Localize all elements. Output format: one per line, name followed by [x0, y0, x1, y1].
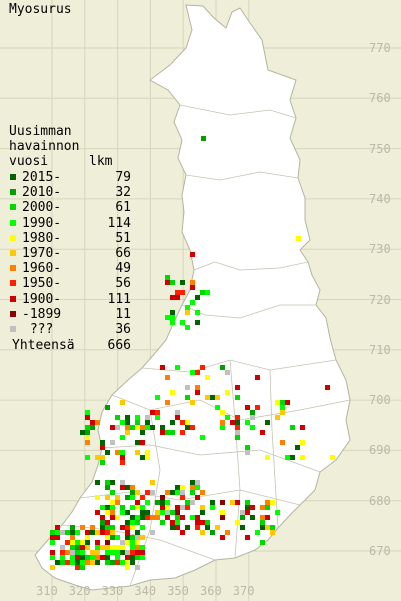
legend-item-count: 111	[107, 291, 131, 307]
legend-item: 2015- 79	[9, 170, 131, 185]
northing-label: 710	[369, 342, 391, 357]
legend-item: 1990- 114	[9, 215, 131, 231]
legend-item-label: 1960-	[22, 261, 62, 277]
legend-item-count: 11	[115, 306, 131, 322]
legend-item-label: 2015-	[22, 170, 62, 185]
legend-item: 2000- 61	[9, 200, 131, 216]
legend-swatch	[10, 249, 16, 256]
legend-header-line-3: vuosi	[9, 154, 49, 169]
northing-label: 740	[369, 191, 391, 206]
legend: Uusimman havainnon vuosi lkm 2015- 79 2010…	[9, 124, 131, 354]
legend-header-line-2: havainnon	[9, 139, 80, 154]
legend-total-count: 666	[107, 338, 131, 354]
northing-label: 690	[369, 443, 391, 458]
legend-item: ??? 36	[9, 321, 131, 337]
northing-label: 670	[369, 544, 391, 558]
easting-label: 350	[167, 584, 189, 598]
easting-label: 360	[200, 584, 222, 598]
easting-label: 320	[68, 584, 91, 598]
legend-item-label: -1899	[22, 306, 62, 322]
easting-label: 330	[101, 584, 124, 598]
legend-item-label: ???	[22, 321, 54, 337]
legend-swatch	[10, 219, 16, 226]
northing-label: 680	[369, 493, 391, 508]
legend-item: 1970- 66	[9, 245, 131, 261]
legend-item-label: 1980-	[22, 230, 62, 246]
legend-item-count: 49	[115, 261, 131, 277]
legend-swatch	[10, 189, 16, 196]
observation-squares	[50, 136, 335, 570]
legend-item: 1900- 111	[9, 291, 131, 307]
legend-item-label: 1970-	[22, 245, 62, 261]
legend-item-label: 1990-	[22, 215, 62, 231]
legend-item-label: 1950-	[22, 276, 62, 292]
northing-label: 720	[369, 292, 391, 307]
legend-item: 2010- 32	[9, 185, 131, 201]
legend-swatch	[10, 234, 16, 241]
legend-item: -1899 11	[9, 306, 131, 322]
legend-item: 1950- 56	[9, 276, 131, 292]
legend-count-header: lkm	[89, 154, 113, 169]
northing-label: 750	[369, 141, 391, 156]
legend-item-label: 2000-	[22, 200, 62, 216]
legend-swatch	[10, 265, 16, 272]
legend-item-label: 2010-	[22, 185, 62, 201]
legend-swatch	[10, 295, 16, 302]
legend-item-count: 32	[115, 185, 131, 201]
easting-label: 370	[232, 584, 255, 598]
northing-label: 770	[369, 41, 391, 55]
legend-item: 1960- 49	[9, 261, 131, 277]
legend-item-count: 56	[115, 276, 131, 292]
legend-item-count: 66	[115, 245, 131, 261]
legend-swatch	[10, 174, 16, 180]
legend-swatch	[10, 325, 16, 332]
northing-label: 760	[369, 91, 391, 106]
legend-item: 1980- 51	[9, 230, 131, 246]
northing-label: 700	[369, 393, 391, 408]
map-title: Myosurus	[9, 2, 72, 17]
legend-item-count: 36	[115, 321, 131, 337]
legend-item-label: 1900-	[22, 291, 62, 307]
legend-swatch	[10, 204, 16, 211]
legend-swatch	[10, 310, 16, 317]
easting-label: 340	[134, 584, 157, 598]
legend-item-count: 51	[115, 230, 131, 246]
legend-header-line-1: Uusimman	[9, 124, 72, 139]
legend-swatch	[10, 280, 16, 287]
easting-label: 310	[36, 584, 58, 598]
legend-total-label: Yhteensä	[12, 338, 75, 354]
legend-item-count: 61	[115, 200, 131, 216]
legend-item-count: 114	[107, 215, 131, 231]
northing-label: 730	[369, 242, 391, 257]
legend-item-count: 79	[115, 170, 131, 185]
